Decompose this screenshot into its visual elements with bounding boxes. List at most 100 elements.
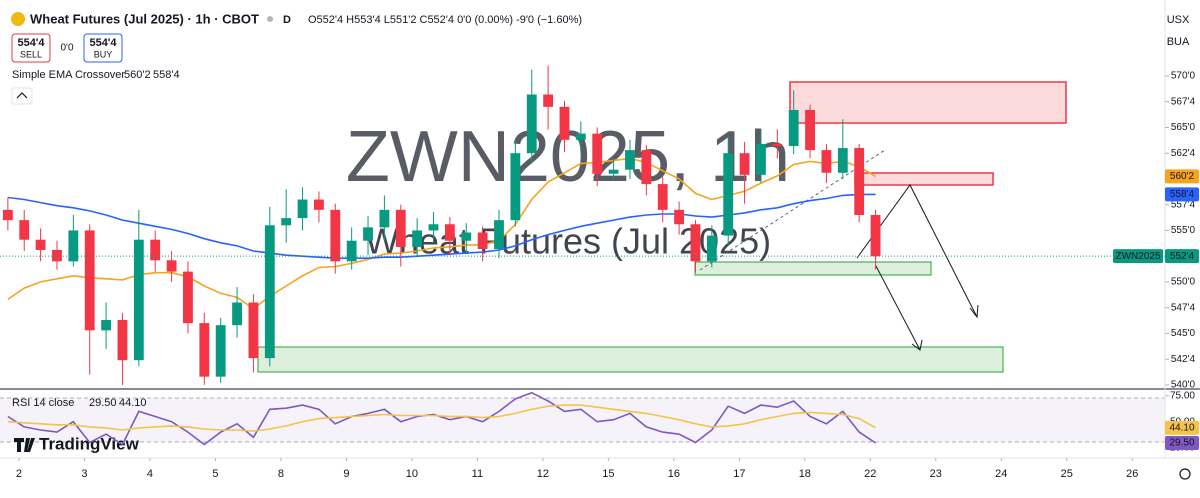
x-tick-label: 26 (1126, 468, 1138, 480)
collapse-button[interactable] (11, 87, 33, 105)
last-price-label: 552'4 (1170, 251, 1195, 262)
x-tick-label: 16 (668, 468, 680, 480)
x-tick-label: 23 (930, 468, 942, 480)
y-tick-label: 540'0 (1171, 380, 1196, 391)
buy-label[interactable]: BUY (94, 49, 113, 59)
candle-body (543, 94, 554, 107)
supply-zone (854, 172, 994, 186)
candle-body (215, 325, 226, 377)
candle-body (854, 148, 865, 215)
spread: 0'0 (60, 43, 73, 54)
y-tick-label: 75.00 (1170, 390, 1195, 401)
rsi-value: 29.50 (89, 397, 117, 409)
logo-mark (14, 438, 35, 452)
settings-icon[interactable] (1179, 468, 1191, 480)
candle-body (395, 209, 406, 247)
candle-body (379, 209, 390, 228)
y-tick-label: 545'0 (1171, 328, 1196, 339)
candle-body (101, 320, 111, 331)
sell-label[interactable]: SELL (20, 49, 42, 59)
unit[interactable]: BUA (1167, 36, 1190, 48)
candle-body (870, 214, 881, 257)
x-tick-label: 25 (1061, 468, 1073, 480)
symbol-title[interactable]: Wheat Futures (Jul 2025) · 1h · CBOT (30, 11, 259, 26)
buy-price[interactable]: 554'4 (89, 37, 117, 49)
candle-body (52, 250, 62, 262)
candle-body (461, 232, 472, 241)
ema-last-box (1165, 169, 1199, 184)
y-tick-label: 550'0 (1171, 277, 1196, 288)
x-tick-label: 3 (81, 468, 87, 480)
rsi-ma-value: 44.10 (119, 397, 147, 409)
delay-badge[interactable]: D (283, 14, 291, 26)
y-tick-label: 557'4 (1171, 199, 1196, 210)
candle-body (739, 153, 750, 175)
x-tick-label: 5 (212, 468, 218, 480)
ohlc-quote: O552'4 H553'4 L551'2 C552'4 0'0 (0.00%) … (308, 14, 582, 26)
candle-body (363, 227, 373, 241)
indicator-fast-value: 560'2 (124, 69, 151, 81)
candle-body (608, 169, 619, 174)
rsi-last-label: 44.10 (1169, 422, 1194, 433)
status-dot (267, 16, 273, 22)
x-tick-label: 24 (995, 468, 1007, 480)
y-tick-label: 542'4 (1171, 354, 1196, 365)
series-line (7, 404, 876, 432)
logo-text[interactable]: TradingView (39, 434, 140, 453)
candle-body (723, 153, 734, 236)
candle-body (526, 94, 537, 154)
ema-last-box (1165, 187, 1199, 202)
candle-body (641, 150, 652, 185)
symbol-tag (1113, 249, 1163, 264)
candle-body (166, 260, 177, 272)
series-line (7, 391, 877, 446)
candle-body (625, 150, 635, 170)
ema-last-label: 558'4 (1170, 189, 1195, 200)
y-tick-label: 562'4 (1171, 148, 1196, 159)
indicator-slow-value: 558'4 (153, 69, 180, 81)
candle-body (297, 199, 308, 219)
candle-body (788, 109, 799, 146)
x-tick-label: 9 (343, 468, 349, 480)
symbol-icon[interactable] (11, 12, 25, 26)
buy-button[interactable] (83, 33, 123, 63)
sell-button[interactable] (11, 33, 51, 63)
candle-body (592, 133, 603, 174)
candle-body (150, 239, 161, 261)
candle-body (68, 230, 79, 262)
x-tick-label: 12 (537, 468, 549, 480)
projection-arrow (875, 265, 921, 351)
candle-body (232, 302, 242, 326)
candle-body (346, 240, 357, 262)
candle-body (183, 271, 193, 324)
candle-body (821, 150, 832, 173)
candle-body (657, 184, 668, 210)
candle-body (133, 239, 144, 361)
candle-body (412, 230, 423, 247)
y-tick-label: 547'4 (1171, 302, 1196, 313)
x-tick-label: 17 (733, 468, 745, 480)
x-tick-label: 11 (472, 468, 483, 480)
candle-body (756, 143, 766, 175)
candle-body (117, 320, 128, 361)
y-tick-label: 565'0 (1171, 122, 1196, 133)
candle-body (2, 209, 13, 221)
indicator-name[interactable]: Simple EMA Crossover (12, 69, 125, 81)
candle-body (19, 220, 30, 240)
candle-body (805, 109, 815, 151)
candle-body (510, 153, 521, 221)
candle-body (444, 224, 455, 241)
y-tick-label: 570'0 (1171, 71, 1196, 82)
sell-price[interactable]: 554'4 (17, 37, 45, 49)
candle-body (199, 323, 210, 377)
arrow-head (969, 304, 979, 319)
currency[interactable]: USX (1167, 14, 1190, 26)
x-tick-label: 8 (278, 468, 284, 480)
rsi-title[interactable]: RSI 14 close (12, 397, 74, 409)
x-tick-label: 4 (147, 468, 153, 480)
x-tick-label: 18 (799, 468, 811, 480)
candle-body (494, 220, 504, 249)
x-tick-label: 22 (864, 468, 876, 480)
ema-last-label: 560'2 (1170, 171, 1195, 182)
